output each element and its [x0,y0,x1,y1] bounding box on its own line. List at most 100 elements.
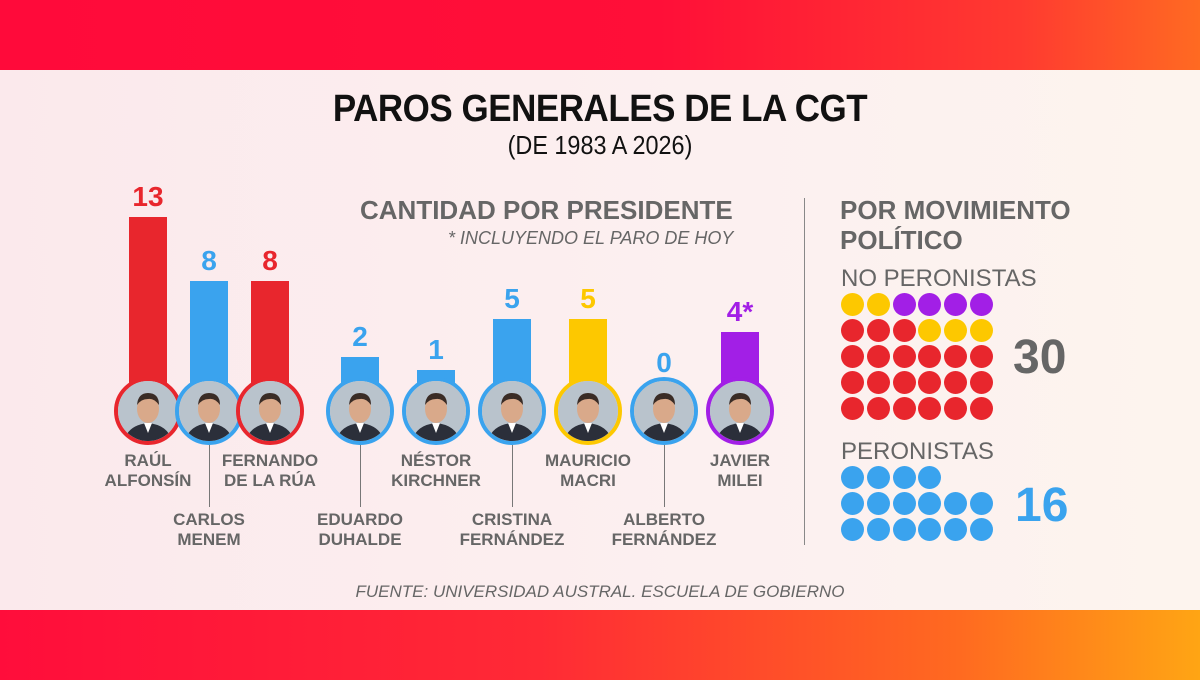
bar [251,280,289,393]
dot [970,293,993,316]
president-name: ALBERTO FERNÁNDEZ [589,510,739,550]
dot [892,492,916,515]
dot [944,345,968,368]
value-label: 13 [132,180,164,212]
dot [970,492,993,515]
president-photo [326,377,394,445]
president-photo [478,377,546,445]
dot [944,492,968,515]
dot-chart-title: POR MOVIMIENTO POLÍTICO [840,195,1071,255]
president-name: RAÚL ALFONSÍN [73,451,223,491]
dot [892,293,916,316]
president-name: CRISTINA FERNÁNDEZ [437,510,587,550]
president-name-line: MENEM [177,530,241,549]
dot [841,293,864,316]
dot [892,371,916,394]
president-name-line: FERNÁNDEZ [611,530,717,549]
value-label: 1 [428,334,444,366]
president-name-line: ALFONSÍN [104,471,192,490]
president-photo [554,377,622,445]
president-name: FERNANDO DE LA RÚA [195,451,345,491]
portrait-icon [558,381,618,441]
dot [944,319,968,342]
president-name-line: JAVIER [709,451,771,470]
dot [918,293,942,316]
president-name-line: DE LA RÚA [224,471,316,490]
value-label: 0 [656,347,672,378]
portrait-icon [179,381,239,441]
president-name-line: ALBERTO [623,510,705,529]
dot [866,492,890,515]
president-name: NÉSTOR KIRCHNER [361,451,511,491]
total-no-peronistas: 30 [1013,331,1067,384]
dot [841,345,864,368]
dot [841,518,864,541]
dot [970,397,993,420]
value-label: 8 [201,244,217,276]
divider [804,198,805,545]
dot [918,371,942,394]
president-name-line: CRISTINA [471,510,553,529]
portrait-icon [406,381,466,441]
dot [841,492,864,515]
president-name-line: NÉSTOR [400,451,472,470]
dot [892,345,916,368]
portrait-icon [482,381,542,441]
dot [970,319,993,342]
president-name-line: MILEI [717,471,763,490]
president-photo [706,377,774,445]
president-photo [236,377,304,445]
value-label: 5 [504,283,520,314]
dot [970,371,993,394]
president-name-line: CARLOS [173,510,245,529]
value-label: 5 [580,283,596,314]
bar [129,216,167,393]
dot [841,371,864,394]
dot [841,466,864,489]
bottom-band [0,610,1200,680]
dot [918,319,942,342]
president-name-line: FERNÁNDEZ [459,530,565,549]
president-name-line: EDUARDO [317,510,403,529]
total-peronistas: 16 [1015,479,1069,532]
value-label: 2 [352,321,368,353]
page-subtitle: (DE 1983 A 2026) [507,130,693,160]
president-name: CARLOS MENEM [134,510,284,550]
dot [970,345,993,368]
president-name-line: MACRI [560,471,616,490]
president-name-line: RAÚL [124,451,172,470]
dot [866,466,890,489]
president-photo [630,377,698,445]
dot [892,397,916,420]
value-label: 4* [726,295,754,327]
president-name-line: MAURICIO [545,451,631,470]
page-title: PAROS GENERALES DE LA CGT [332,88,868,130]
dot [892,319,916,342]
dot [918,397,942,420]
dot [866,293,890,316]
leader-line [360,445,361,507]
bar [190,280,228,393]
bar-chart-title: CANTIDAD POR PRESIDENTE [360,195,733,225]
dot [866,518,890,541]
president-name: JAVIER MILEI [665,451,815,491]
leader-line [512,445,513,507]
dot [841,397,864,420]
president-photo [402,377,470,445]
leader-line [664,445,665,507]
dot [866,345,890,368]
portrait-icon [710,381,770,441]
president-photo [175,377,243,445]
president-name-line: DUHALDE [318,530,402,549]
dot [944,397,968,420]
dot [944,518,968,541]
dot [866,319,890,342]
dot [841,319,864,342]
leader-line [209,445,210,507]
portrait-icon [634,381,694,441]
dot [866,397,890,420]
dot [892,466,916,489]
source-note: FUENTE: UNIVERSIDAD AUSTRAL. ESCUELA DE … [355,582,845,601]
president-photo [114,377,182,445]
dot [970,518,993,541]
